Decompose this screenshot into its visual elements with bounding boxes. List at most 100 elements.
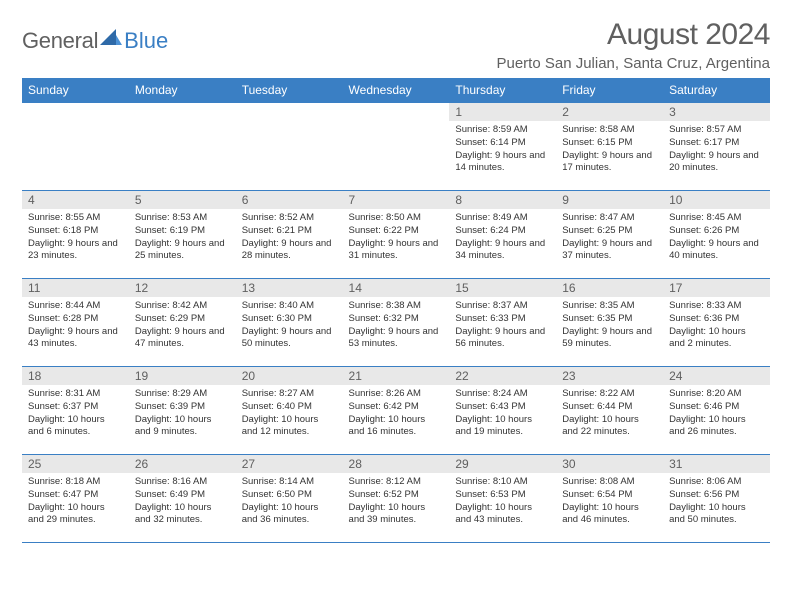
- day-details: Sunrise: 8:18 AMSunset: 6:47 PMDaylight:…: [22, 473, 129, 530]
- calendar-cell: 2Sunrise: 8:58 AMSunset: 6:15 PMDaylight…: [556, 103, 663, 191]
- calendar-cell: 3Sunrise: 8:57 AMSunset: 6:17 PMDaylight…: [663, 103, 770, 191]
- day-details: Sunrise: 8:47 AMSunset: 6:25 PMDaylight:…: [556, 209, 663, 266]
- calendar-cell: 14Sunrise: 8:38 AMSunset: 6:32 PMDayligh…: [343, 279, 450, 367]
- calendar-cell: 10Sunrise: 8:45 AMSunset: 6:26 PMDayligh…: [663, 191, 770, 279]
- day-number: 31: [663, 455, 770, 473]
- day-details: Sunrise: 8:35 AMSunset: 6:35 PMDaylight:…: [556, 297, 663, 354]
- day-details: Sunrise: 8:27 AMSunset: 6:40 PMDaylight:…: [236, 385, 343, 442]
- calendar-cell: 22Sunrise: 8:24 AMSunset: 6:43 PMDayligh…: [449, 367, 556, 455]
- calendar-cell: 6Sunrise: 8:52 AMSunset: 6:21 PMDaylight…: [236, 191, 343, 279]
- calendar-cell: 8Sunrise: 8:49 AMSunset: 6:24 PMDaylight…: [449, 191, 556, 279]
- day-number: 15: [449, 279, 556, 297]
- calendar-row: 1Sunrise: 8:59 AMSunset: 6:14 PMDaylight…: [22, 103, 770, 191]
- day-number: 7: [343, 191, 450, 209]
- calendar-cell: 26Sunrise: 8:16 AMSunset: 6:49 PMDayligh…: [129, 455, 236, 543]
- calendar-cell: 24Sunrise: 8:20 AMSunset: 6:46 PMDayligh…: [663, 367, 770, 455]
- calendar-cell: 9Sunrise: 8:47 AMSunset: 6:25 PMDaylight…: [556, 191, 663, 279]
- calendar-table: Sunday Monday Tuesday Wednesday Thursday…: [22, 78, 770, 543]
- day-number: 22: [449, 367, 556, 385]
- day-number: 26: [129, 455, 236, 473]
- day-number: 3: [663, 103, 770, 121]
- calendar-row: 25Sunrise: 8:18 AMSunset: 6:47 PMDayligh…: [22, 455, 770, 543]
- calendar-cell: 27Sunrise: 8:14 AMSunset: 6:50 PMDayligh…: [236, 455, 343, 543]
- calendar-cell: [22, 103, 129, 191]
- day-number: 10: [663, 191, 770, 209]
- weekday-header: Tuesday: [236, 78, 343, 103]
- calendar-cell: 31Sunrise: 8:06 AMSunset: 6:56 PMDayligh…: [663, 455, 770, 543]
- day-number: 4: [22, 191, 129, 209]
- calendar-cell: 15Sunrise: 8:37 AMSunset: 6:33 PMDayligh…: [449, 279, 556, 367]
- calendar-cell: 5Sunrise: 8:53 AMSunset: 6:19 PMDaylight…: [129, 191, 236, 279]
- day-details: Sunrise: 8:14 AMSunset: 6:50 PMDaylight:…: [236, 473, 343, 530]
- calendar-cell: [343, 103, 450, 191]
- day-number: 24: [663, 367, 770, 385]
- day-details: Sunrise: 8:58 AMSunset: 6:15 PMDaylight:…: [556, 121, 663, 178]
- weekday-header-row: Sunday Monday Tuesday Wednesday Thursday…: [22, 78, 770, 103]
- calendar-cell: 17Sunrise: 8:33 AMSunset: 6:36 PMDayligh…: [663, 279, 770, 367]
- day-details: Sunrise: 8:22 AMSunset: 6:44 PMDaylight:…: [556, 385, 663, 442]
- day-details: Sunrise: 8:55 AMSunset: 6:18 PMDaylight:…: [22, 209, 129, 266]
- calendar-cell: [236, 103, 343, 191]
- day-details: Sunrise: 8:53 AMSunset: 6:19 PMDaylight:…: [129, 209, 236, 266]
- day-number: 23: [556, 367, 663, 385]
- calendar-row: 4Sunrise: 8:55 AMSunset: 6:18 PMDaylight…: [22, 191, 770, 279]
- page-subtitle: Puerto San Julian, Santa Cruz, Argentina: [496, 55, 770, 72]
- calendar-cell: 20Sunrise: 8:27 AMSunset: 6:40 PMDayligh…: [236, 367, 343, 455]
- day-number: 28: [343, 455, 450, 473]
- logo-text-blue: Blue: [124, 28, 168, 54]
- day-details: Sunrise: 8:31 AMSunset: 6:37 PMDaylight:…: [22, 385, 129, 442]
- calendar-row: 11Sunrise: 8:44 AMSunset: 6:28 PMDayligh…: [22, 279, 770, 367]
- weekday-header: Sunday: [22, 78, 129, 103]
- day-details: Sunrise: 8:45 AMSunset: 6:26 PMDaylight:…: [663, 209, 770, 266]
- day-details: Sunrise: 8:29 AMSunset: 6:39 PMDaylight:…: [129, 385, 236, 442]
- calendar-cell: 12Sunrise: 8:42 AMSunset: 6:29 PMDayligh…: [129, 279, 236, 367]
- day-details: Sunrise: 8:26 AMSunset: 6:42 PMDaylight:…: [343, 385, 450, 442]
- day-number: 12: [129, 279, 236, 297]
- day-number: 14: [343, 279, 450, 297]
- page-title: August 2024: [496, 18, 770, 52]
- weekday-header: Friday: [556, 78, 663, 103]
- day-number: 18: [22, 367, 129, 385]
- day-details: Sunrise: 8:38 AMSunset: 6:32 PMDaylight:…: [343, 297, 450, 354]
- day-number: 6: [236, 191, 343, 209]
- weekday-header: Thursday: [449, 78, 556, 103]
- day-number: 21: [343, 367, 450, 385]
- day-details: Sunrise: 8:52 AMSunset: 6:21 PMDaylight:…: [236, 209, 343, 266]
- day-number: 27: [236, 455, 343, 473]
- calendar-cell: 21Sunrise: 8:26 AMSunset: 6:42 PMDayligh…: [343, 367, 450, 455]
- weekday-header: Saturday: [663, 78, 770, 103]
- day-details: Sunrise: 8:44 AMSunset: 6:28 PMDaylight:…: [22, 297, 129, 354]
- calendar-cell: 23Sunrise: 8:22 AMSunset: 6:44 PMDayligh…: [556, 367, 663, 455]
- day-details: Sunrise: 8:42 AMSunset: 6:29 PMDaylight:…: [129, 297, 236, 354]
- day-details: Sunrise: 8:40 AMSunset: 6:30 PMDaylight:…: [236, 297, 343, 354]
- day-details: Sunrise: 8:10 AMSunset: 6:53 PMDaylight:…: [449, 473, 556, 530]
- day-number: 16: [556, 279, 663, 297]
- day-details: Sunrise: 8:33 AMSunset: 6:36 PMDaylight:…: [663, 297, 770, 354]
- day-details: Sunrise: 8:49 AMSunset: 6:24 PMDaylight:…: [449, 209, 556, 266]
- weekday-header: Wednesday: [343, 78, 450, 103]
- calendar-cell: 13Sunrise: 8:40 AMSunset: 6:30 PMDayligh…: [236, 279, 343, 367]
- day-number: 9: [556, 191, 663, 209]
- calendar-cell: 4Sunrise: 8:55 AMSunset: 6:18 PMDaylight…: [22, 191, 129, 279]
- day-number: 1: [449, 103, 556, 121]
- day-number: 19: [129, 367, 236, 385]
- day-details: Sunrise: 8:50 AMSunset: 6:22 PMDaylight:…: [343, 209, 450, 266]
- day-details: Sunrise: 8:57 AMSunset: 6:17 PMDaylight:…: [663, 121, 770, 178]
- calendar-cell: 7Sunrise: 8:50 AMSunset: 6:22 PMDaylight…: [343, 191, 450, 279]
- calendar-cell: 29Sunrise: 8:10 AMSunset: 6:53 PMDayligh…: [449, 455, 556, 543]
- calendar-cell: 1Sunrise: 8:59 AMSunset: 6:14 PMDaylight…: [449, 103, 556, 191]
- day-details: Sunrise: 8:12 AMSunset: 6:52 PMDaylight:…: [343, 473, 450, 530]
- day-number: 8: [449, 191, 556, 209]
- day-details: Sunrise: 8:37 AMSunset: 6:33 PMDaylight:…: [449, 297, 556, 354]
- header: General Blue August 2024 Puerto San Juli…: [22, 18, 770, 72]
- calendar-cell: 30Sunrise: 8:08 AMSunset: 6:54 PMDayligh…: [556, 455, 663, 543]
- day-number: 30: [556, 455, 663, 473]
- day-details: Sunrise: 8:20 AMSunset: 6:46 PMDaylight:…: [663, 385, 770, 442]
- day-details: Sunrise: 8:06 AMSunset: 6:56 PMDaylight:…: [663, 473, 770, 530]
- logo-icon: [100, 29, 122, 50]
- brand-logo: General Blue: [22, 28, 168, 54]
- day-number: 17: [663, 279, 770, 297]
- calendar-cell: 11Sunrise: 8:44 AMSunset: 6:28 PMDayligh…: [22, 279, 129, 367]
- calendar-row: 18Sunrise: 8:31 AMSunset: 6:37 PMDayligh…: [22, 367, 770, 455]
- day-details: Sunrise: 8:24 AMSunset: 6:43 PMDaylight:…: [449, 385, 556, 442]
